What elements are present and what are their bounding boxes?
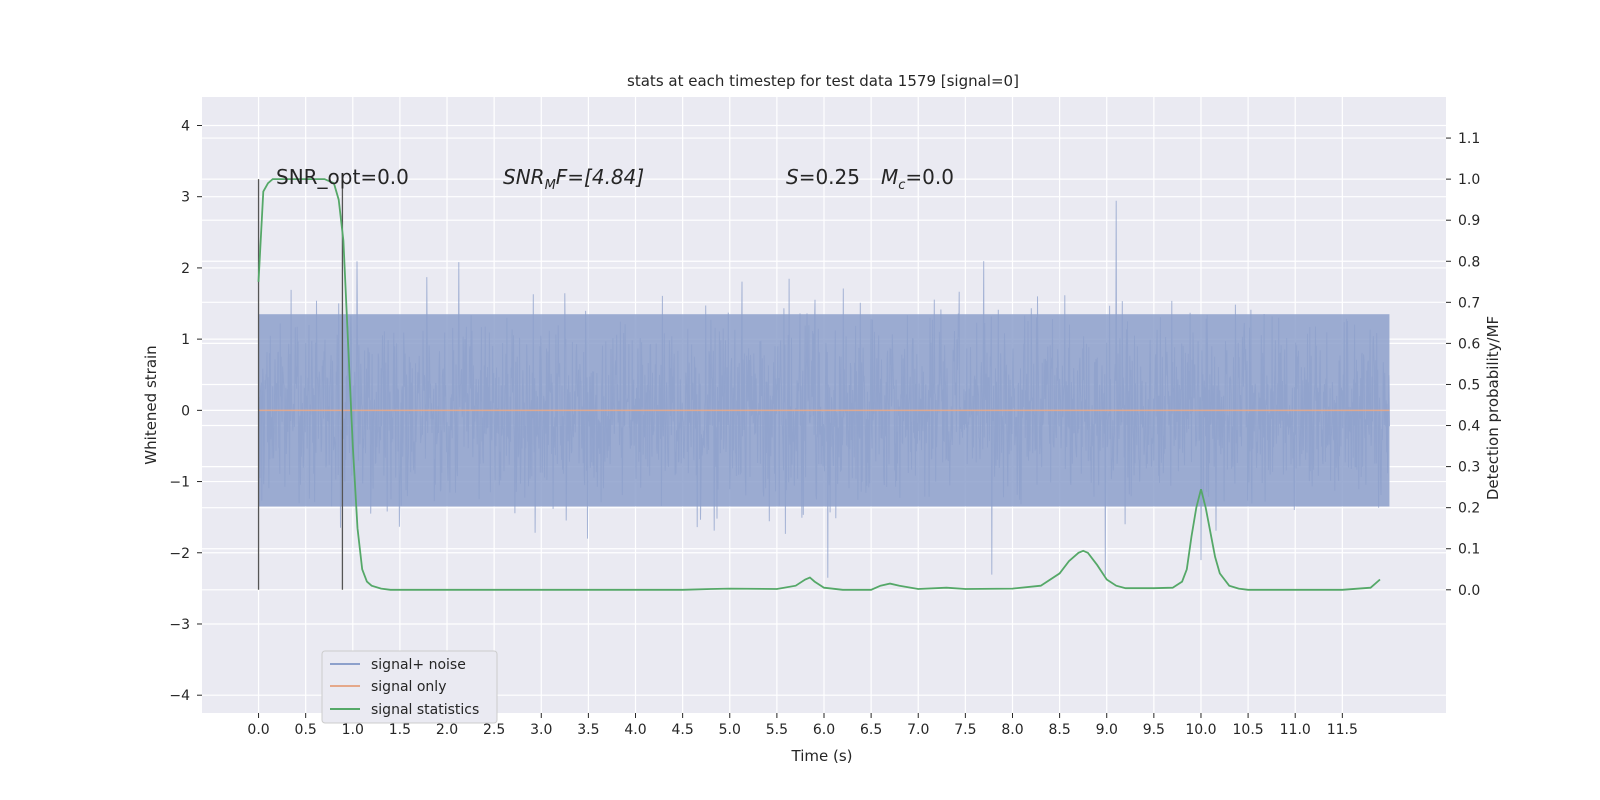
vertical-markers (257, 179, 344, 590)
legend: signal+ noise signal only signal statist… (321, 650, 498, 724)
legend-label-signal-plus-noise: signal+ noise (371, 657, 466, 673)
x-tick-label: 10.5 (1233, 722, 1264, 738)
mc-value: =0.0 (905, 165, 954, 189)
x-tick-label: 6.0 (813, 722, 835, 738)
annotation-mc: Mc=0.0 (881, 165, 954, 193)
x-tick-label: 0.0 (247, 722, 269, 738)
statistics-line (257, 178, 1381, 591)
x-tick-label: 0.5 (295, 722, 317, 738)
right-y-axis-label: Detection probability/MF (1484, 316, 1502, 500)
right-y-tick-label: 0.2 (1458, 501, 1480, 517)
x-tick-label: 3.0 (530, 722, 552, 738)
right-y-tick-label: 0.1 (1458, 542, 1480, 558)
legend-label-signal-statistics: signal statistics (371, 702, 479, 718)
snr-mf-subscript: M (545, 178, 556, 193)
right-y-tick-label: 0.7 (1458, 295, 1480, 311)
y-tick-label: 4 (181, 118, 190, 134)
x-tick-label: 7.0 (907, 722, 929, 738)
right-y-tick-label: 0.6 (1458, 336, 1480, 352)
x-tick-label: 11.5 (1327, 722, 1358, 738)
series-signal-statistics (257, 178, 1381, 591)
right-y-axis-ticks: 1.1 1.0 0.9 0.8 0.7 0.6 0.5 0.4 0.3 0.2 0.1 0.0 (1446, 131, 1480, 599)
x-tick-label: 10.0 (1185, 722, 1216, 738)
x-tick-label: 4.5 (672, 722, 694, 738)
right-y-tick-label: 0.8 (1458, 254, 1480, 270)
y-tick-label: −1 (169, 475, 190, 491)
s-symbol: S (786, 165, 799, 189)
right-y-tick-label: 0.9 (1458, 213, 1480, 229)
x-tick-label: 6.5 (860, 722, 882, 738)
x-tick-label: 3.5 (577, 722, 599, 738)
right-y-tick-label: 1.1 (1458, 131, 1480, 147)
chart-title: stats at each timestep for test data 157… (627, 72, 1019, 90)
x-tick-label: 9.0 (1096, 722, 1118, 738)
x-tick-label: 7.5 (954, 722, 976, 738)
annotation-snr-mf: SNRMF=[4.84] (503, 165, 644, 193)
x-tick-label: 1.0 (342, 722, 364, 738)
x-tick-label: 5.0 (719, 722, 741, 738)
y-axis-label: Whitened strain (142, 345, 160, 464)
snr-mf-rest: F=[4.84] (556, 165, 644, 189)
right-y-tick-label: 0.5 (1458, 377, 1480, 393)
y-tick-label: 2 (181, 261, 190, 277)
legend-label-signal-only: signal only (371, 679, 446, 695)
x-tick-label: 4.0 (624, 722, 646, 738)
x-tick-label: 5.5 (766, 722, 788, 738)
x-tick-label: 1.5 (389, 722, 411, 738)
x-axis-ticks: 0.0 0.5 1.0 1.5 2.0 2.5 3.0 3.5 4.0 4.5 5.0 5.5 6.0 6… (247, 713, 1358, 738)
x-tick-label: 8.0 (1001, 722, 1023, 738)
right-y-tick-label: 0.3 (1458, 460, 1480, 476)
mc-subscript: c (898, 178, 905, 193)
y-axis-ticks: 4 3 2 1 0 −1 −2 −3 −4 (169, 118, 202, 704)
y-tick-label: −2 (169, 546, 190, 562)
right-y-tick-label: 0.0 (1458, 583, 1480, 599)
annotation-s: S=0.25 (786, 165, 860, 189)
right-y-tick-label: 0.4 (1458, 419, 1480, 435)
x-axis-label: Time (s) (791, 747, 853, 765)
y-tick-label: −3 (169, 617, 190, 633)
snr-mf-symbol: SNR (503, 165, 545, 189)
y-tick-label: 1 (181, 332, 190, 348)
x-tick-label: 11.0 (1280, 722, 1311, 738)
s-value: =0.25 (799, 165, 860, 189)
right-y-tick-label: 1.0 (1458, 172, 1480, 188)
x-tick-label: 2.0 (436, 722, 458, 738)
x-tick-label: 9.5 (1143, 722, 1165, 738)
annotation-snr-opt: SNR_opt=0.0 (276, 165, 409, 189)
mc-symbol: M (881, 165, 898, 189)
y-tick-label: −4 (169, 688, 190, 704)
x-tick-label: 8.5 (1048, 722, 1070, 738)
legend-box (321, 650, 498, 724)
y-tick-label: 0 (181, 403, 190, 419)
x-tick-label: 2.5 (483, 722, 505, 738)
y-tick-label: 3 (181, 190, 190, 206)
